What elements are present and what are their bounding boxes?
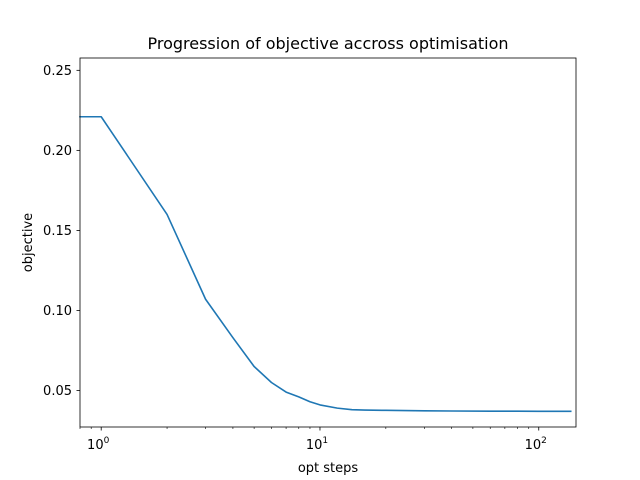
series-line-0 <box>79 115 572 413</box>
x-tick-label: 100 <box>87 436 110 453</box>
y-tick-label: 0.10 <box>43 304 72 319</box>
plot-frame <box>79 57 577 428</box>
y-tick-label: 0.20 <box>43 144 72 159</box>
y-tick-label: 0.05 <box>43 384 72 399</box>
x-tick-label: 102 <box>525 436 547 453</box>
x-tick-label: 101 <box>306 436 328 453</box>
y-tick-label: 0.15 <box>43 224 72 239</box>
plot-marks <box>79 115 572 413</box>
y-tick-label: 0.25 <box>43 64 72 79</box>
x-axis-label: opt steps <box>298 461 359 476</box>
chart-title: Progression of objective accross optimis… <box>147 34 508 53</box>
y-axis-label: objective <box>21 213 36 272</box>
y-axis-ticks: 0.05 0.10 0.15 0.20 0.25 <box>43 64 80 399</box>
x-axis-ticks: 100 101 102 <box>79 427 547 453</box>
